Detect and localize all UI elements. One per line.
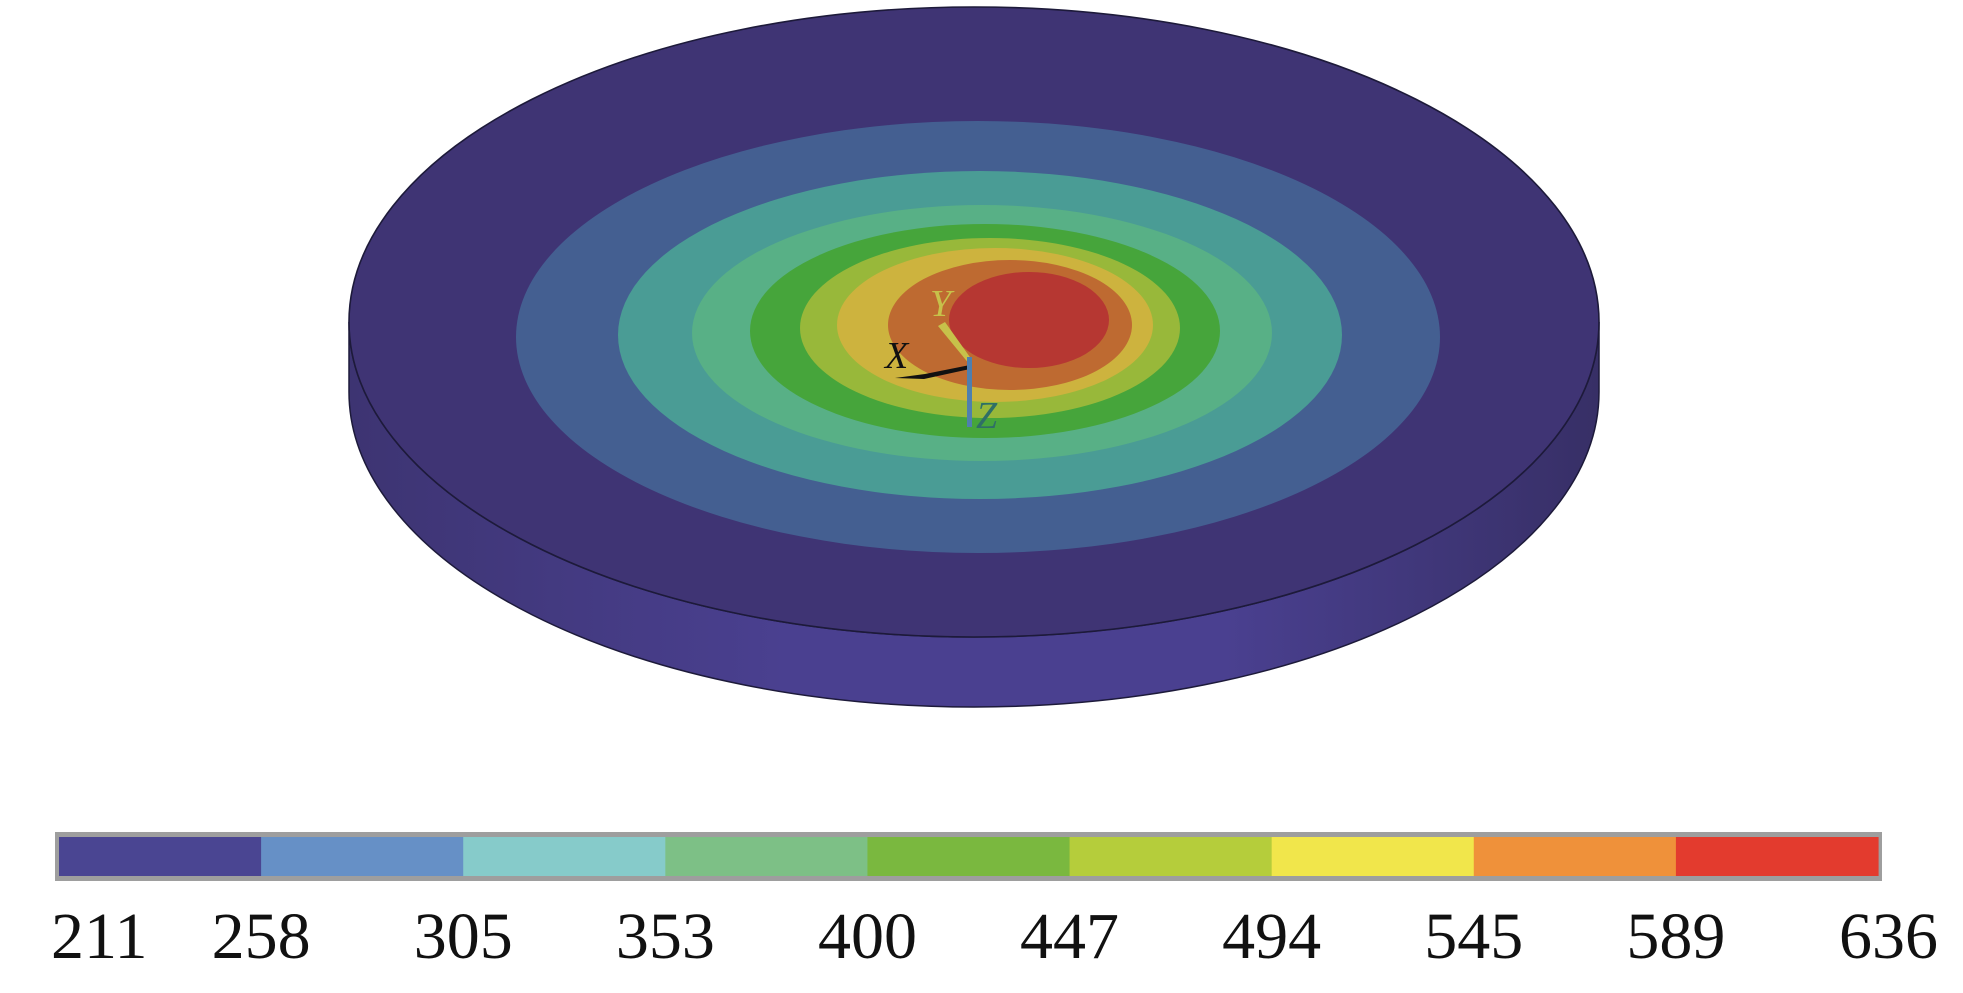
x-axis-label: X [883,335,910,377]
colorbar-tick-label: 545 [1424,900,1523,973]
colorbar-band [261,837,464,876]
colorbar-tick-label: 636 [1839,900,1938,973]
colorbar-band [1473,837,1677,876]
colorbar-tick-label: 494 [1222,900,1321,973]
colorbar-band [59,837,262,876]
colorbar-bands [59,837,1879,876]
colorbar-tick-label: 353 [616,900,715,973]
z-axis-label: Z [976,395,998,437]
disc-model [348,6,1600,708]
colorbar: 211 258 305 353 400 447 494 545 589 636 [51,832,1938,973]
colorbar-tick-label: 258 [212,900,311,973]
colorbar-band [665,837,869,876]
colorbar-tick-label: 589 [1626,900,1725,973]
colorbar-tick-label: 211 [51,900,148,973]
colorbar-tick-label: 305 [414,900,513,973]
contour-bands [349,7,1599,637]
colorbar-band [463,837,666,876]
contour-band-9 [949,272,1109,368]
colorbar-tick-label: 400 [818,900,917,973]
colorbar-tick-label: 447 [1020,900,1119,973]
colorbar-ticks: 211 258 305 353 400 447 494 545 589 636 [51,900,1938,973]
colorbar-band [1271,837,1475,876]
colorbar-band [867,837,1071,876]
y-axis-label: Y [930,283,955,325]
y-axis-arrow [938,322,972,365]
z-axis-bar [967,357,972,427]
colorbar-band [1069,837,1273,876]
x-axis-arrow [895,365,970,379]
disc-rim [348,6,1600,638]
colorbar-band [1675,837,1879,876]
axis-triad: X Y Z [883,283,998,437]
